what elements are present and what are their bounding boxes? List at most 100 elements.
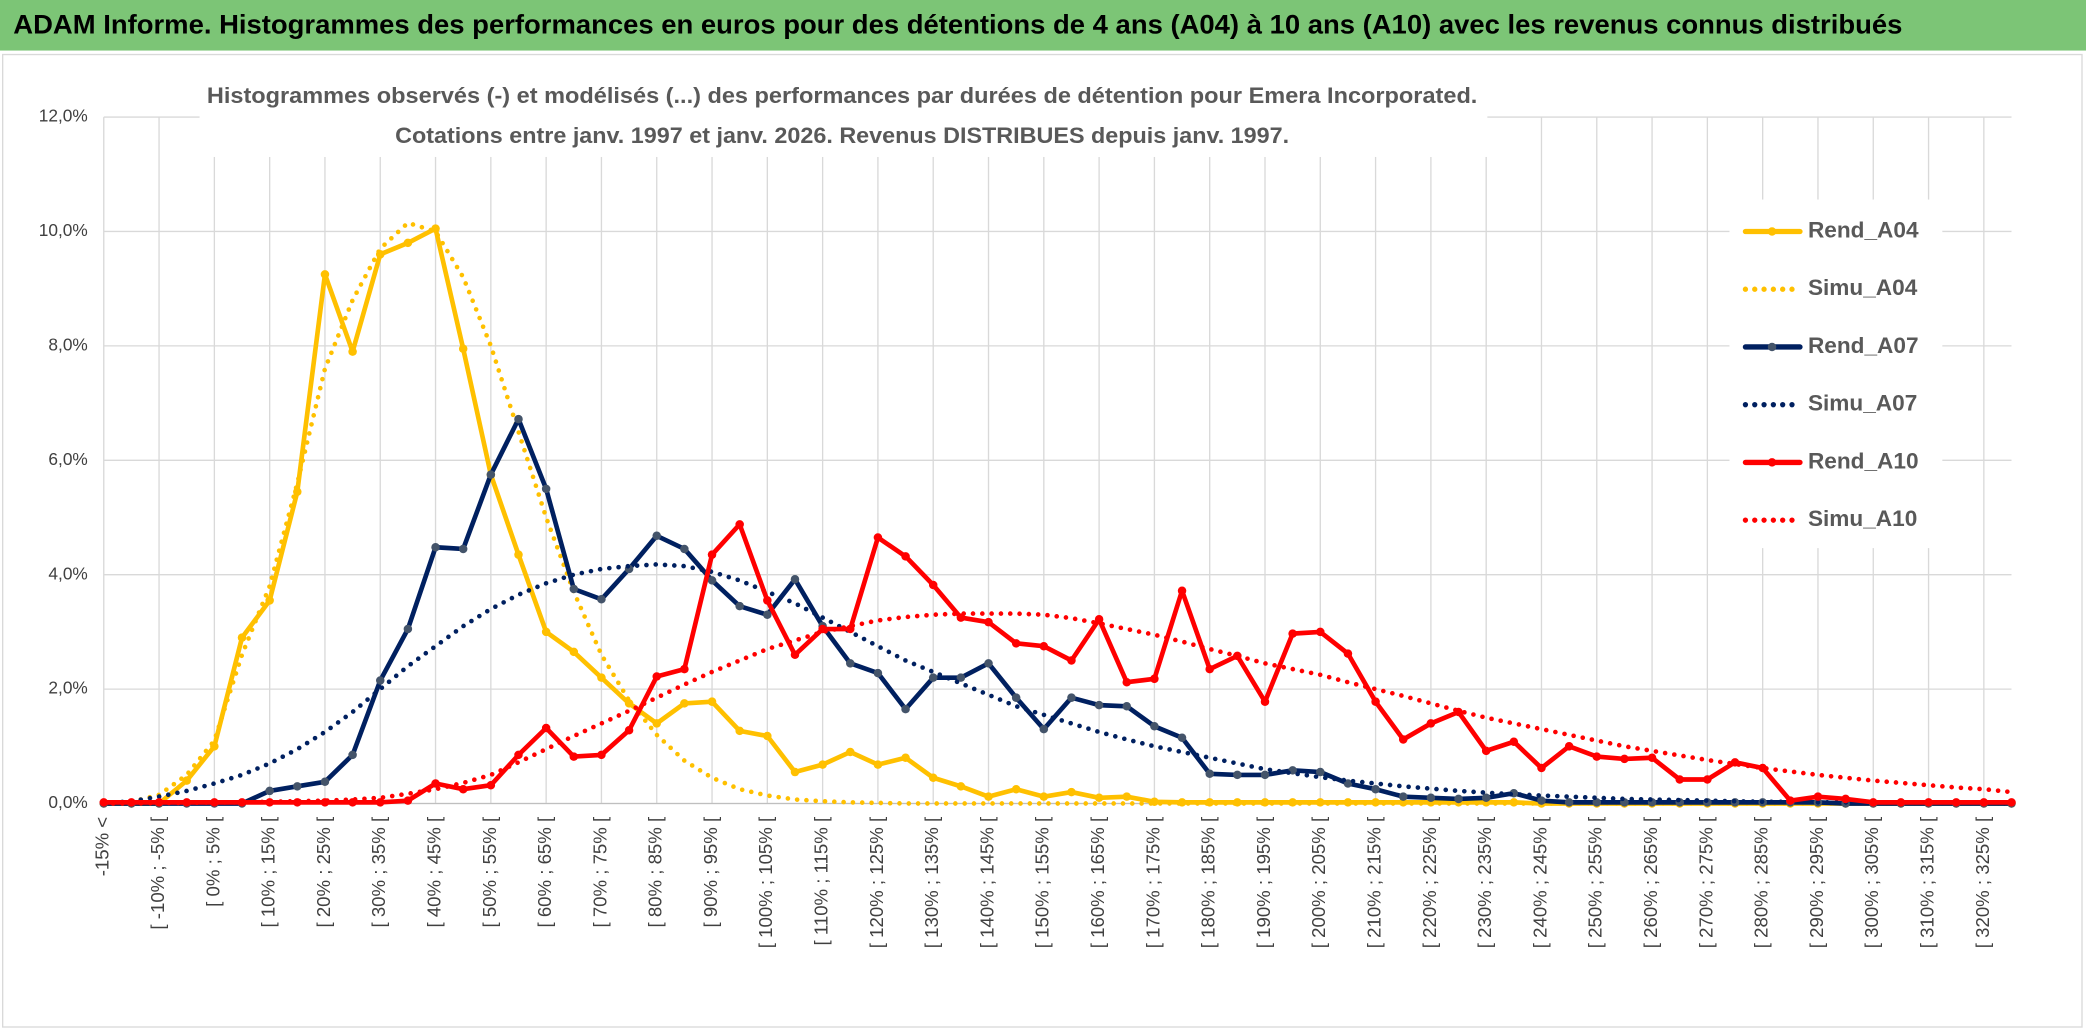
- x-tick-label: [ 310% ; 315% [: [1916, 816, 1937, 948]
- data-point: [431, 542, 440, 552]
- data-point: [652, 531, 661, 541]
- data-point: [1509, 737, 1519, 746]
- x-tick-label: [ 180% ; 185% [: [1198, 816, 1219, 948]
- data-point: [1371, 697, 1380, 706]
- data-point: [1260, 697, 1270, 706]
- data-point: [1481, 793, 1491, 803]
- data-point: [569, 752, 579, 761]
- x-tick-label: [ 210% ; 215% [: [1364, 816, 1385, 948]
- data-point: [458, 544, 468, 554]
- x-tick-label: [ 60% ; 65% [: [534, 816, 555, 928]
- data-point: [652, 672, 661, 681]
- data-point: [348, 347, 357, 356]
- data-point: [790, 575, 800, 584]
- x-tick-label: [ 200% ; 205% [: [1308, 816, 1329, 948]
- data-point: [1924, 798, 1933, 807]
- x-tick-label: [ 300% ; 305% [: [1861, 816, 1882, 948]
- data-point: [652, 719, 661, 728]
- data-point: [763, 610, 772, 619]
- data-point: [1177, 733, 1187, 742]
- legend-marker: [1767, 227, 1777, 236]
- data-point: [1371, 784, 1380, 794]
- x-tick-label: [ 40% ; 45% [: [423, 816, 444, 928]
- data-point: [1011, 784, 1021, 794]
- data-point: [1564, 742, 1574, 751]
- x-tick-label: [ 150% ; 155% [: [1032, 816, 1053, 948]
- data-point: [431, 779, 440, 788]
- data-point: [1150, 722, 1159, 731]
- data-point: [375, 798, 385, 807]
- y-tick-label: 4,0%: [48, 563, 87, 583]
- data-point: [707, 697, 717, 706]
- data-point: [846, 659, 855, 668]
- data-point: [735, 520, 744, 529]
- data-point: [320, 270, 330, 279]
- legend-label: Simu_A07: [1808, 391, 1917, 416]
- data-point: [403, 796, 413, 805]
- data-point: [375, 676, 385, 685]
- data-point: [431, 224, 440, 233]
- data-point: [403, 238, 413, 248]
- data-point: [265, 596, 274, 605]
- data-point: [1343, 649, 1353, 658]
- data-point: [1177, 586, 1187, 595]
- data-point: [901, 704, 910, 714]
- data-point: [597, 750, 606, 760]
- x-tick-label: [ 110% ; 115% [: [811, 816, 832, 945]
- x-tick-label: [ 20% ; 25% [: [313, 816, 334, 928]
- data-point: [790, 767, 800, 777]
- model-line: [101, 611, 2014, 806]
- data-point: [1454, 794, 1463, 804]
- data-point: [818, 760, 827, 769]
- data-point: [790, 650, 800, 660]
- x-tick-label: [ 100% ; 105% [: [755, 816, 776, 948]
- data-point: [597, 673, 606, 682]
- data-point: [514, 750, 523, 760]
- data-point: [320, 777, 330, 787]
- header-title: ADAM Informe. Histogrammes des performan…: [13, 10, 1902, 40]
- data-point: [1150, 674, 1159, 684]
- data-point: [1094, 793, 1104, 803]
- data-point: [1011, 693, 1021, 702]
- data-point: [680, 544, 689, 554]
- x-tick-label: [ 50% ; 55% [: [479, 816, 500, 928]
- data-point: [707, 576, 717, 585]
- x-tick-label: [ 230% ; 235% [: [1474, 816, 1495, 948]
- data-point: [928, 580, 938, 590]
- data-point: [1813, 792, 1823, 801]
- data-point: [1398, 735, 1408, 744]
- x-tick-label: [ 30% ; 35% [: [368, 816, 389, 928]
- data-point: [928, 673, 938, 682]
- data-point: [293, 782, 302, 791]
- data-point: [1205, 769, 1214, 779]
- data-point: [1122, 792, 1132, 801]
- data-point: [1951, 798, 1961, 807]
- data-point: [348, 750, 357, 760]
- data-point: [1426, 793, 1436, 803]
- x-tick-label: [ 320% ; 325% [: [1972, 816, 1993, 948]
- data-point: [1094, 615, 1104, 624]
- data-point: [2007, 798, 2016, 807]
- data-point: [624, 699, 634, 708]
- data-point: [1398, 792, 1408, 801]
- data-point: [984, 659, 993, 668]
- x-tick-label: [ 240% ; 245% [: [1529, 816, 1550, 948]
- legend-background: [1729, 199, 1943, 549]
- data-point: [873, 533, 883, 542]
- x-tick-label: [ 280% ; 285% [: [1751, 816, 1772, 948]
- data-point: [486, 780, 496, 790]
- x-tick-label: [ 140% ; 145% [: [976, 816, 997, 948]
- x-tick-label: [ 260% ; 265% [: [1640, 816, 1661, 948]
- x-tick-label: [ 70% ; 75% [: [589, 816, 610, 928]
- data-point: [735, 726, 744, 736]
- data-point: [1067, 693, 1076, 702]
- data-point: [680, 699, 689, 708]
- x-tick-label: [ 250% ; 255% [: [1585, 816, 1606, 948]
- data-point: [1039, 792, 1049, 801]
- x-tick-label: [ 0% ; 5% [: [202, 816, 223, 907]
- data-point: [1979, 798, 1989, 807]
- data-point: [1647, 753, 1657, 763]
- data-point: [569, 647, 579, 657]
- legend-label: Rend_A10: [1808, 448, 1919, 473]
